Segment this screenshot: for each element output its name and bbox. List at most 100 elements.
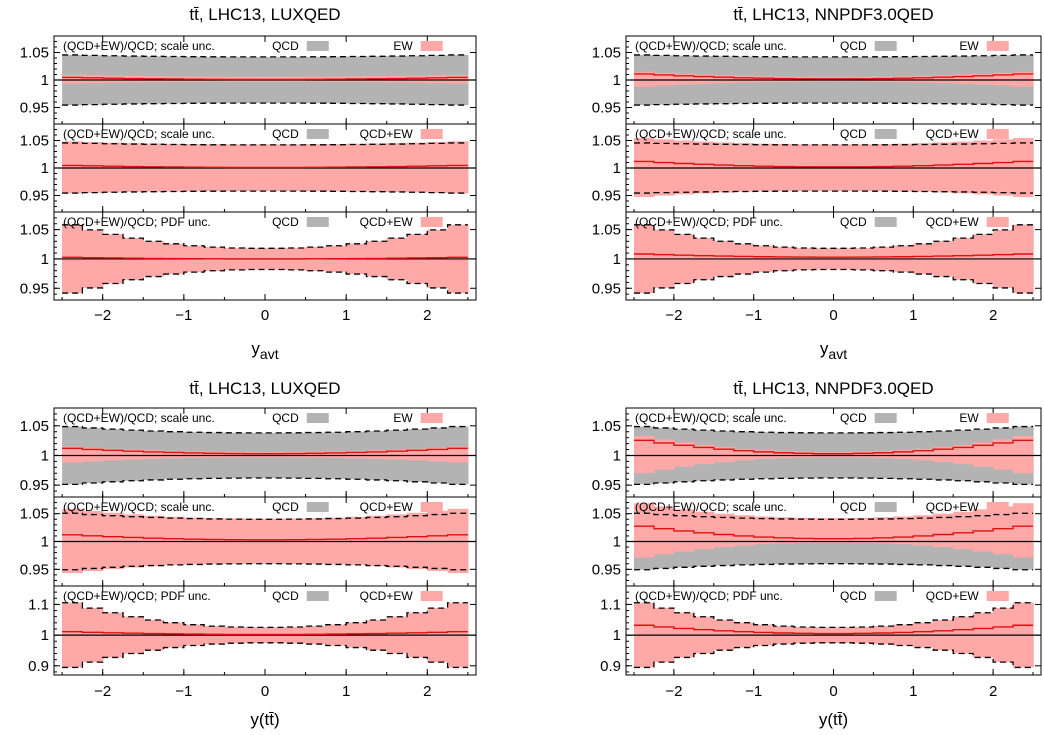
ew-band-bin <box>265 451 286 458</box>
ew-band-bin <box>973 442 994 467</box>
ew-band-bin <box>973 73 994 85</box>
legend-swatch-ew <box>986 217 1009 227</box>
ew-band-bin <box>713 447 735 463</box>
ratio-panel: 1.05 1 0.95 (QCD+EW)/QCD; scale unc. QCD QCD+… <box>592 496 1042 587</box>
panel-legend: (QCD+EW)/QCD; scale unc. QCD QCD+EW <box>63 500 443 514</box>
y-tick-label: 1 <box>41 72 49 89</box>
ew-band-bin <box>102 75 124 83</box>
legend-label-qcd: QCD <box>272 39 299 53</box>
x-tick-label: 1 <box>909 307 917 324</box>
x-tick-label: −2 <box>94 307 111 324</box>
y-tick-label: 0.95 <box>592 100 621 117</box>
qcd-band-edge-up <box>633 425 1034 434</box>
legend-swatch-ew <box>420 591 443 601</box>
legend-label-qcd: QCD <box>272 127 299 141</box>
legend-swatch-qcd <box>306 502 329 512</box>
ew-band-bin <box>693 445 715 465</box>
panel-legend: (QCD+EW)/QCD; scale unc. QCD EW <box>63 411 443 425</box>
y-tick-label: 1.1 <box>28 596 49 613</box>
legend-swatch-qcd <box>306 41 329 51</box>
ratio-panel: 1.05 1 0.95 (QCD+EW)/QCD; PDF unc. QCD QCD+EW <box>592 211 1042 301</box>
ew-band-bin <box>813 451 835 458</box>
ew-band-bin <box>953 74 974 84</box>
x-axis-label-sub: avt <box>260 346 279 362</box>
ew-band-bin <box>853 451 875 458</box>
x-tick-label: 0 <box>829 307 837 324</box>
x-tick-label: 1 <box>909 683 917 700</box>
legend-caption: (QCD+EW)/QCD; scale unc. <box>63 500 215 514</box>
legend-caption: (QCD+EW)/QCD; scale unc. <box>63 127 215 141</box>
y-tick-label: 1 <box>613 447 621 464</box>
panel-legend: (QCD+EW)/QCD; scale unc. QCD QCD+EW <box>63 127 443 141</box>
legend-swatch-qcd <box>306 591 329 601</box>
y-tick-label: 1 <box>613 534 621 551</box>
legend-swatch-qcd <box>874 591 897 601</box>
ew-band-bin <box>82 447 104 462</box>
ew-band-bin <box>386 449 408 460</box>
legend-swatch-ew <box>420 217 443 227</box>
y-tick-label: 0.95 <box>592 188 621 205</box>
ew-band-bin <box>427 447 449 462</box>
ew-band-bin <box>325 451 347 458</box>
chart-title: tt̄, LHC13, NNPDF3.0QED <box>733 5 933 24</box>
legend-label-qcd: QCD <box>840 39 867 53</box>
legend-label-ew: QCD+EW <box>926 500 980 514</box>
legend-caption: (QCD+EW)/QCD; PDF unc. <box>63 589 211 603</box>
ew-band-bin <box>346 450 368 459</box>
ratio-line <box>62 534 468 541</box>
ew-band-bin <box>753 450 775 460</box>
legend-swatch-qcd <box>306 413 329 423</box>
y-tick-label: 1.05 <box>20 418 49 435</box>
legend-swatch-ew <box>986 413 1009 423</box>
ew-band-bin <box>733 75 755 83</box>
y-tick-label: 1 <box>613 160 621 177</box>
chart-title: tt̄, LHC13, LUXQED <box>189 5 340 24</box>
legend-label-ew: QCD+EW <box>926 215 980 229</box>
legend-label-ew: EW <box>959 411 979 425</box>
panel-legend: (QCD+EW)/QCD; PDF unc. QCD QCD+EW <box>635 589 1009 603</box>
ew-band-bin <box>653 72 675 86</box>
ratio-panel: 1.05 1 0.95 (QCD+EW)/QCD; scale unc. QCD QCD+… <box>592 123 1042 213</box>
ratio-line <box>633 160 1034 168</box>
ew-band-bin <box>993 439 1014 470</box>
ew-band-bin <box>143 450 165 459</box>
ew-band-bin <box>913 515 934 546</box>
qcd-band-edge-up <box>62 512 468 520</box>
y-tick-label: 1.05 <box>20 506 49 523</box>
ew-band-bin <box>713 513 735 548</box>
legend-label-ew: EW <box>959 39 979 53</box>
ew-band-bin <box>733 448 755 461</box>
qcd-band-edge-up <box>633 602 1034 629</box>
ratio-line <box>633 253 1034 258</box>
ratio-line <box>633 624 1034 635</box>
chart-2: tt̄, LHC13, NNPDF3.0QED 1.05 1 0.95 (QCD+EW)… <box>592 5 1042 362</box>
y-tick-label: 1.05 <box>592 45 621 62</box>
chart-4: tt̄, LHC13, NNPDF3.0QED 1.05 1 0.95 (QCD+EW)… <box>592 379 1042 729</box>
x-axis-label: yavt <box>820 339 847 362</box>
legend-swatch-qcd <box>874 502 897 512</box>
ew-band-bin <box>993 506 1014 555</box>
legend-label-ew: QCD+EW <box>926 589 980 603</box>
ew-band-bin <box>427 75 449 84</box>
y-tick-label: 1.05 <box>592 418 621 435</box>
ew-band-bin <box>447 446 469 463</box>
panel-legend: (QCD+EW)/QCD; scale unc. QCD EW <box>63 39 443 53</box>
ew-band-bin <box>933 513 954 548</box>
legend-caption: (QCD+EW)/QCD; scale unc. <box>635 39 787 53</box>
ew-band-bin <box>893 450 914 460</box>
y-tick-label: 1 <box>613 251 621 268</box>
qcd-band-edge-lo <box>633 563 1034 571</box>
x-tick-label: 1 <box>342 683 350 700</box>
ew-band-bin <box>102 448 124 461</box>
ew-band-bin <box>285 451 307 458</box>
ew-band-bin <box>653 506 675 555</box>
ew-band-bin <box>693 74 715 84</box>
ew-band-bin <box>773 517 795 544</box>
ratio-line <box>633 525 1034 540</box>
qcd-band-edge-lo <box>62 642 468 669</box>
y-tick-label: 1.05 <box>20 222 49 239</box>
legend-label-qcd: QCD <box>272 589 299 603</box>
qcd-band-edge-up <box>62 142 468 146</box>
legend-label-qcd: QCD <box>840 589 867 603</box>
ew-band-bin <box>813 518 835 543</box>
